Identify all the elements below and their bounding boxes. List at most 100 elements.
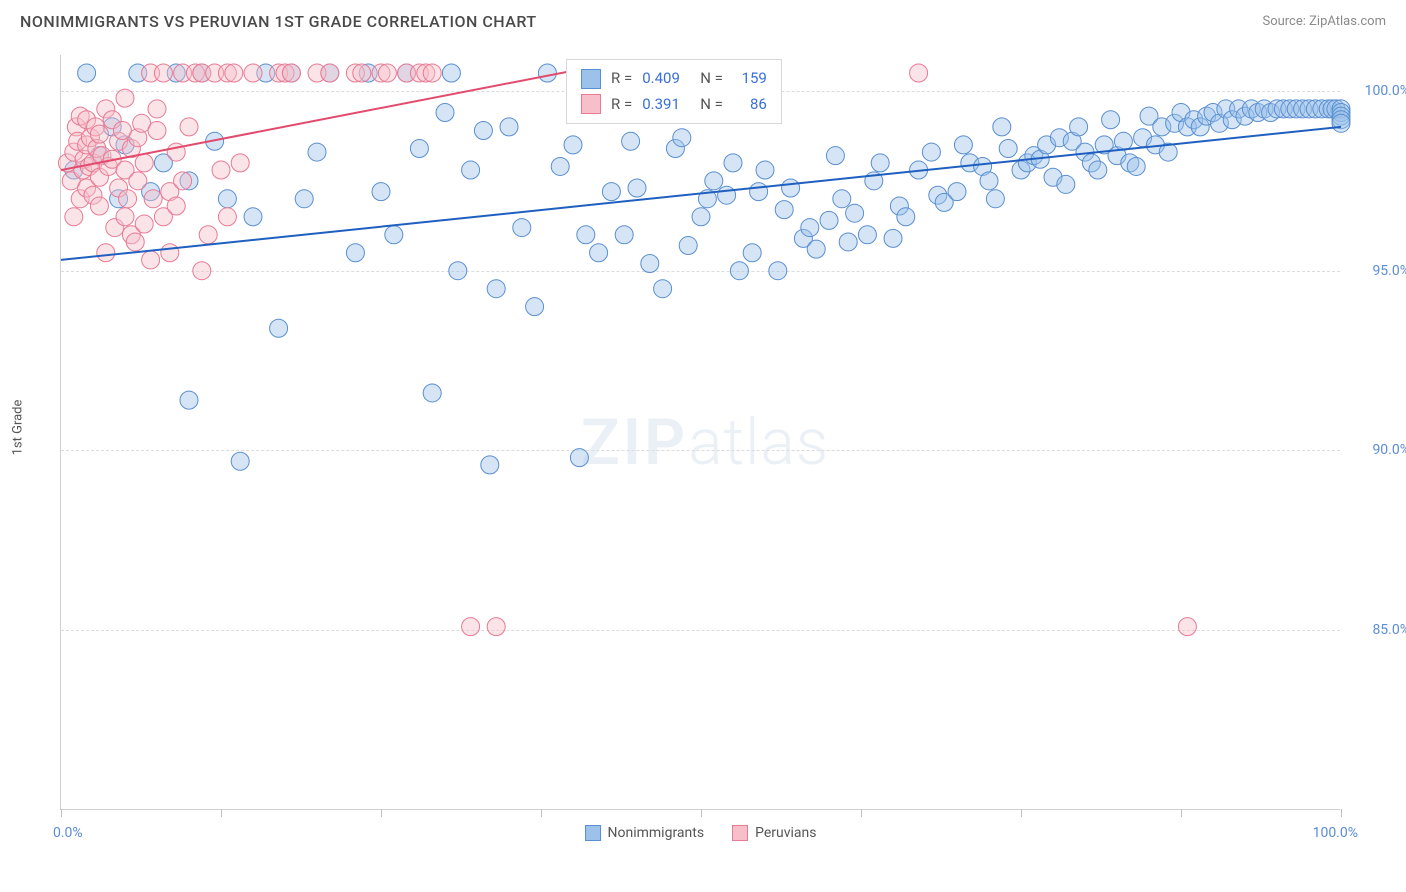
data-point [90, 125, 108, 143]
data-point [1070, 118, 1088, 136]
data-point [487, 280, 505, 298]
x-axis-min-label: 0.0% [53, 825, 83, 841]
data-point [564, 136, 582, 154]
data-point [538, 64, 556, 82]
data-point [462, 161, 480, 179]
data-point [641, 255, 659, 273]
y-tick-label: 95.0% [1372, 263, 1406, 279]
data-point [526, 298, 544, 316]
data-point [897, 208, 915, 226]
data-point [871, 154, 889, 172]
data-point [622, 132, 640, 150]
data-point [986, 190, 1004, 208]
n-value: 86 [733, 92, 767, 118]
data-point [730, 262, 748, 280]
data-point [481, 456, 499, 474]
data-point [180, 118, 198, 136]
data-point [449, 262, 467, 280]
data-point [148, 100, 166, 118]
x-tick [701, 809, 702, 817]
data-point [884, 229, 902, 247]
legend-label: Nonimmigrants [608, 825, 705, 841]
data-point [462, 618, 480, 636]
data-point [1127, 157, 1145, 175]
data-point [119, 190, 137, 208]
data-point [321, 64, 339, 82]
data-point [756, 161, 774, 179]
x-tick [61, 809, 62, 817]
data-point [846, 204, 864, 222]
bottom-legend: Nonimmigrants Peruvians [585, 825, 817, 841]
data-point [602, 183, 620, 201]
data-point [231, 452, 249, 470]
data-point [487, 618, 505, 636]
data-point [142, 251, 160, 269]
data-point [858, 226, 876, 244]
data-point [1089, 161, 1107, 179]
data-point [148, 122, 166, 140]
data-point [980, 172, 998, 190]
data-point [839, 233, 857, 251]
data-point [193, 262, 211, 280]
data-point [999, 139, 1017, 157]
data-point [423, 384, 441, 402]
stats-row: R =0.391N =86 [581, 92, 767, 118]
x-axis-max-label: 100.0% [1313, 825, 1358, 841]
data-point [116, 208, 134, 226]
data-point [1332, 114, 1350, 132]
data-point [116, 89, 134, 107]
correlation-stats-box: R =0.409N =159R =0.391N =86 [566, 59, 782, 124]
x-tick [221, 809, 222, 817]
data-point [78, 64, 96, 82]
data-point [1178, 618, 1196, 636]
data-point [308, 143, 326, 161]
source-label: Source: ZipAtlas.com [1262, 14, 1386, 29]
legend-swatch-icon [585, 825, 601, 841]
trend-line [61, 127, 1341, 260]
r-value: 0.391 [642, 92, 690, 118]
data-point [954, 136, 972, 154]
data-point [692, 208, 710, 226]
data-point [474, 122, 492, 140]
r-value: 0.409 [642, 66, 690, 92]
data-point [154, 64, 172, 82]
data-point [385, 226, 403, 244]
n-label: N = [700, 92, 723, 118]
legend-swatch-icon [581, 94, 601, 114]
data-point [1114, 132, 1132, 150]
legend-label: Peruvians [755, 825, 816, 841]
data-point [212, 161, 230, 179]
legend-swatch-icon [581, 69, 601, 89]
data-point [90, 197, 108, 215]
data-point [244, 64, 262, 82]
data-point [750, 183, 768, 201]
data-point [346, 244, 364, 262]
data-point [180, 391, 198, 409]
data-point [423, 64, 441, 82]
y-tick-label: 100.0% [1365, 83, 1406, 99]
data-point [743, 244, 761, 262]
data-point [144, 190, 162, 208]
data-point [353, 64, 371, 82]
y-axis-label: 1st Grade [11, 400, 26, 456]
data-point [820, 211, 838, 229]
data-point [65, 208, 83, 226]
data-point [826, 147, 844, 165]
scatter-plot-svg [61, 55, 1340, 809]
data-point [615, 226, 633, 244]
y-tick-label: 90.0% [1372, 442, 1406, 458]
x-tick [541, 809, 542, 817]
data-point [270, 319, 288, 337]
data-point [282, 64, 300, 82]
x-tick [1021, 809, 1022, 817]
data-point [654, 280, 672, 298]
y-tick-label: 85.0% [1372, 622, 1406, 638]
data-point [628, 179, 646, 197]
data-point [1057, 175, 1075, 193]
data-point [97, 244, 115, 262]
stats-row: R =0.409N =159 [581, 66, 767, 92]
data-point [705, 172, 723, 190]
x-tick [1181, 809, 1182, 817]
chart-plot-area: ZIPatlas 85.0%90.0%95.0%100.0% R =0.409N… [60, 55, 1340, 810]
x-tick [1341, 809, 1342, 817]
